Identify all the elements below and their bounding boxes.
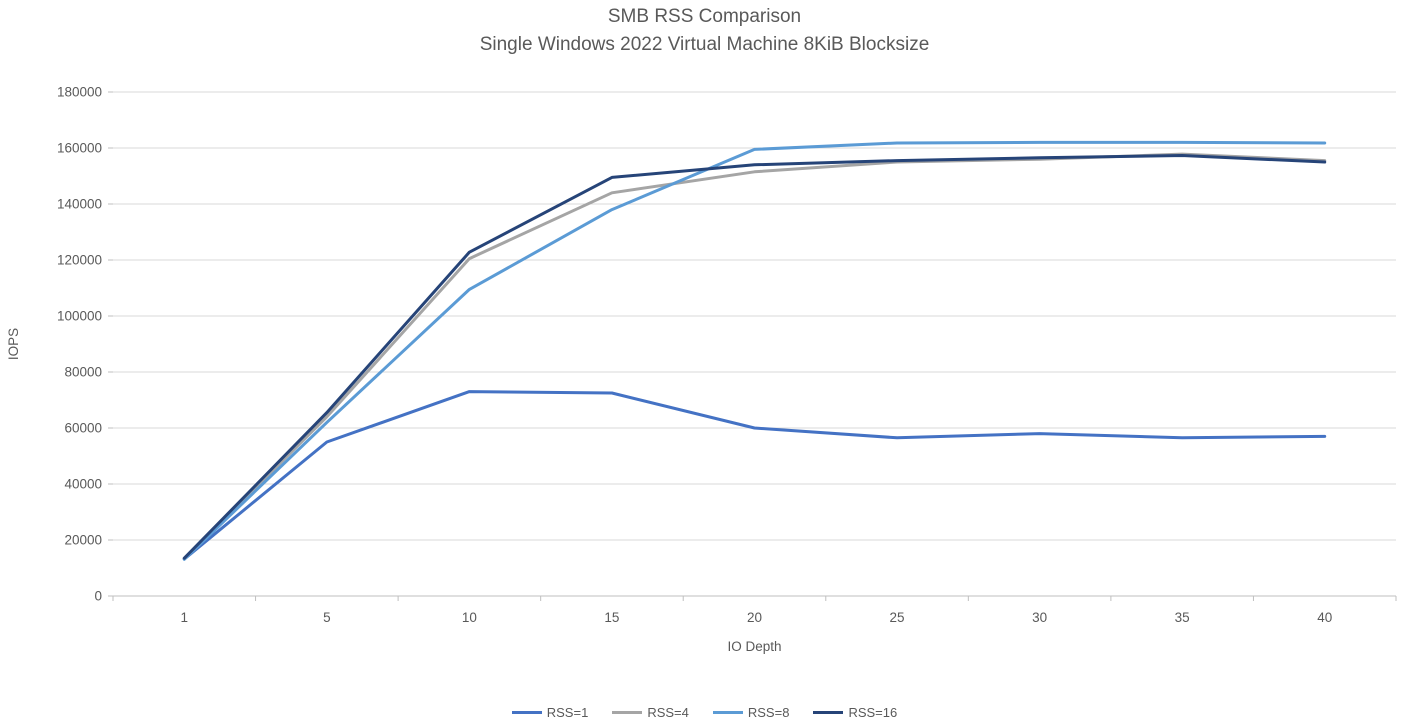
x-tick-label: 1 [181,610,189,625]
y-tick-label: 100000 [57,309,102,324]
x-axis-tick-labels: 1 5 10 15 20 25 30 35 40 [181,610,1333,625]
x-tick-label: 10 [462,610,477,625]
legend-item-rss-8: RSS=8 [712,705,790,720]
legend-line-swatch [813,711,844,714]
x-axis-ticks [112,596,1397,601]
x-tick-label: 35 [1175,610,1190,625]
x-tick-label: 25 [890,610,905,625]
series-line-rss-8 [182,140,1327,561]
series-line-rss-4 [182,152,1327,560]
legend-item-rss-16: RSS=16 [813,705,897,720]
series-line-rss-16 [182,154,1327,560]
legend-line-swatch [712,711,743,714]
legend-label: RSS=16 [848,705,898,720]
legend-label: RSS=4 [647,705,689,720]
x-tick-label: 40 [1317,610,1332,625]
chart-legend: RSS=1 RSS=4 RSS=8 RSS=16 [0,705,1409,720]
y-tick-label: 40000 [64,477,102,492]
y-tick-label: 160000 [57,141,102,156]
x-tick-label: 15 [604,610,619,625]
chart-subtitle: Single Windows 2022 Virtual Machine 8KiB… [479,34,930,55]
y-gridlines [113,91,1396,541]
series-line-rss-1 [182,390,1327,561]
x-tick-label: 5 [323,610,331,625]
legend-label: RSS=1 [546,705,589,720]
x-axis-title: IO Depth [727,639,781,654]
y-axis-title: IOPS [6,328,21,360]
y-tick-label: 80000 [64,365,102,380]
y-tick-label: 120000 [57,253,102,268]
legend-item-rss-4: RSS=4 [612,705,689,720]
x-tick-label: 30 [1032,610,1047,625]
y-tick-label: 60000 [64,421,102,436]
legend-line-swatch [612,711,643,714]
chart-title: SMB RSS Comparison [607,6,802,27]
y-tick-label: 180000 [57,85,102,100]
y-axis-tick-labels: 0 20000 40000 60000 80000 100000 120000 140000 1… [57,85,102,604]
x-tick-label: 20 [747,610,762,625]
legend-label: RSS=8 [747,705,790,720]
legend-item-rss-1: RSS=1 [511,705,589,720]
y-tick-label: 20000 [64,533,102,548]
y-tick-label: 0 [94,589,102,604]
legend-line-swatch [511,711,542,714]
y-axis-ticks [108,91,113,597]
y-tick-label: 140000 [57,197,102,212]
